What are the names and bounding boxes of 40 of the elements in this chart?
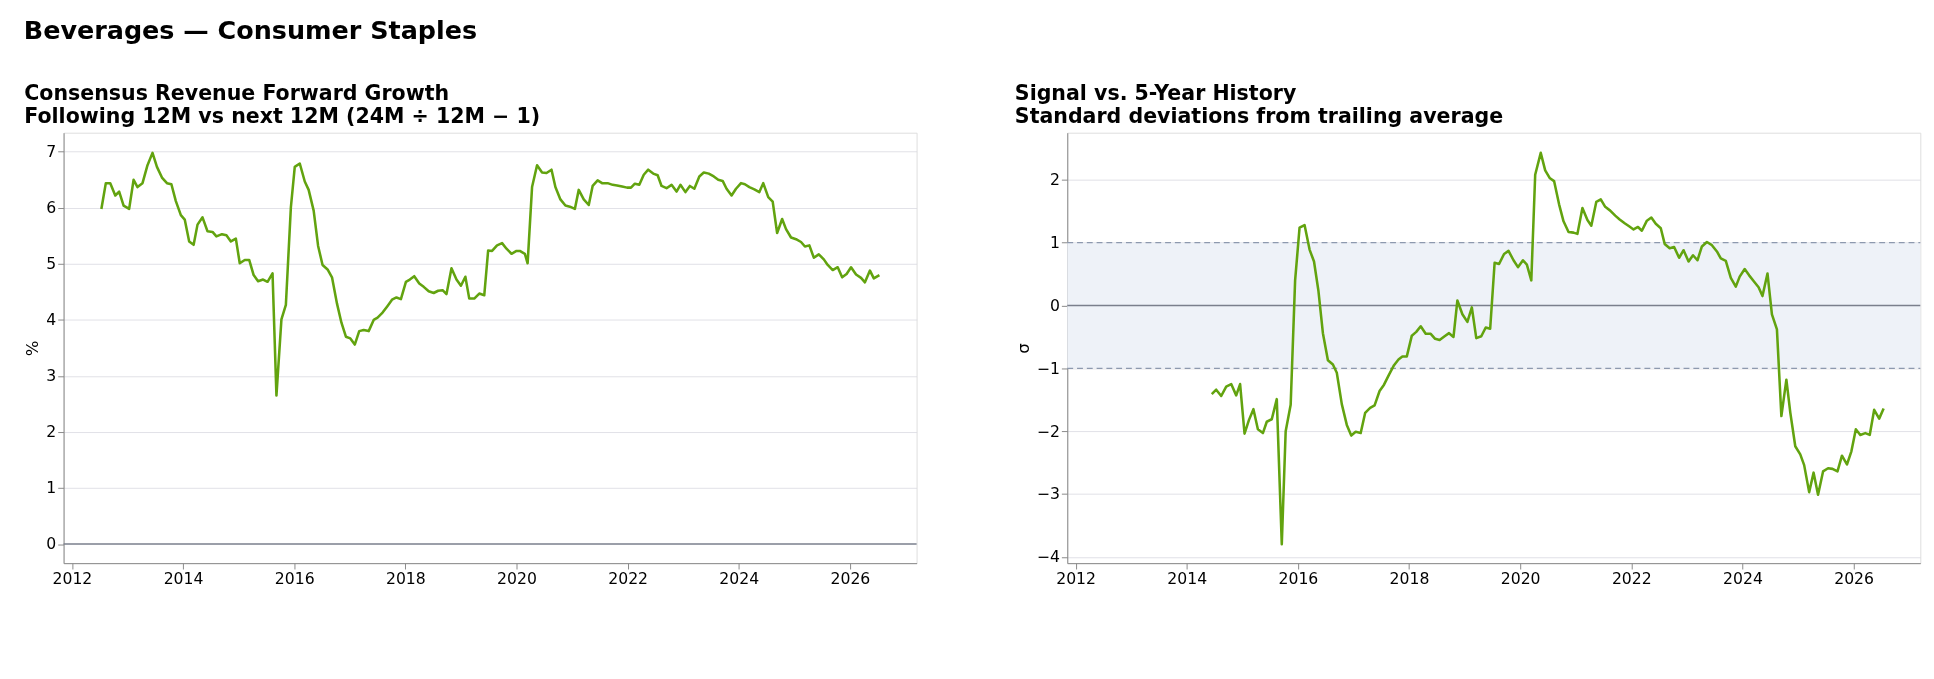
x-tick-label: 2022 bbox=[608, 569, 649, 589]
x-tick-label: 2020 bbox=[497, 569, 537, 589]
y-axis-title: % bbox=[23, 340, 43, 357]
x-tick-label: 2026 bbox=[1834, 569, 1875, 589]
y-tick-label: 1 bbox=[46, 478, 57, 498]
y-tick-label: 5 bbox=[46, 254, 57, 274]
text: Beverages — Consumer Staples bbox=[23, 15, 478, 46]
y-tick-label: −1 bbox=[1036, 358, 1060, 378]
x-tick-label: 2016 bbox=[274, 569, 315, 589]
x-tick-label: 2012 bbox=[1056, 569, 1096, 589]
x-tick-label: 2020 bbox=[1500, 569, 1541, 589]
y-tick-label: 1 bbox=[1049, 233, 1060, 253]
y-tick-label: −2 bbox=[1036, 421, 1060, 441]
x-tick-label: 2018 bbox=[1389, 569, 1430, 589]
y-tick-label: 6 bbox=[46, 198, 57, 218]
x-tick-label: 2012 bbox=[52, 569, 93, 589]
x-tick-label: 2014 bbox=[1167, 569, 1208, 589]
y-tick-label: 2 bbox=[1049, 170, 1060, 190]
x-tick-label: 2022 bbox=[1611, 569, 1652, 589]
y-axis-title: σ bbox=[1014, 342, 1034, 354]
chart-subtitle: Standard deviations from trailing average bbox=[1014, 103, 1504, 128]
line-series bbox=[100, 151, 881, 397]
y-tick-label: 0 bbox=[1049, 295, 1060, 315]
x-tick-label: 2024 bbox=[1723, 569, 1763, 589]
y-tick-label: 2 bbox=[46, 422, 57, 442]
y-tick-label: 4 bbox=[46, 310, 57, 330]
y-tick-label: −3 bbox=[1036, 484, 1060, 504]
chart-title: Signal vs. 5-Year History bbox=[1014, 81, 1297, 106]
y-tick-label: 0 bbox=[46, 534, 57, 554]
chart-title: Consensus Revenue Forward Growth bbox=[24, 81, 450, 106]
x-tick-label: 2024 bbox=[719, 569, 760, 589]
y-tick-label: 3 bbox=[46, 366, 57, 386]
x-tick-label: 2026 bbox=[830, 569, 871, 589]
x-tick-label: 2014 bbox=[163, 569, 204, 589]
y-tick-label: −4 bbox=[1036, 547, 1060, 567]
line-series bbox=[1210, 151, 1885, 546]
y-tick-label: 7 bbox=[46, 142, 57, 162]
x-tick-label: 2016 bbox=[1278, 569, 1319, 589]
x-tick-label: 2018 bbox=[385, 569, 426, 589]
chart-subtitle: Following 12M vs next 12M (24M ÷ 12M − 1) bbox=[24, 103, 541, 128]
